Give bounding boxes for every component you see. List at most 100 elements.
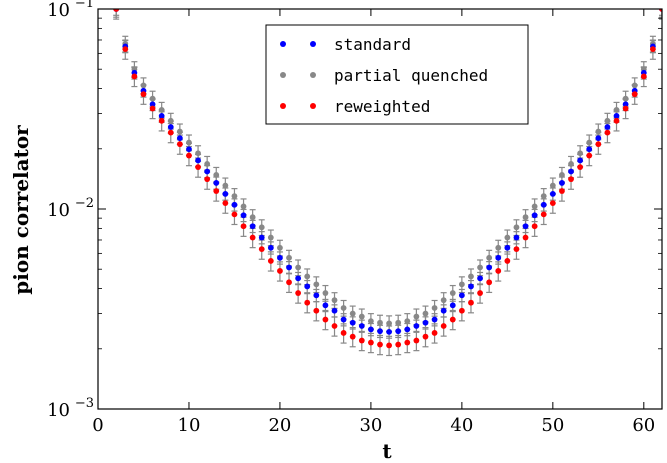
data-point-partial-quenched	[368, 318, 374, 325]
data-point-standard	[213, 180, 220, 186]
data-point-reweighted	[377, 341, 383, 348]
data-point-standard	[258, 234, 265, 241]
data-point-standard	[458, 292, 465, 299]
data-point-partial-quenched	[249, 214, 256, 221]
data-point-partial-quenched	[468, 273, 474, 280]
data-point-reweighted	[413, 337, 420, 344]
data-point-partial-quenched	[631, 82, 638, 89]
data-point-partial-quenched	[549, 182, 556, 189]
data-point-standard	[167, 124, 174, 130]
legend-marker-partial-quenched	[280, 72, 286, 78]
data-point-standard	[195, 157, 201, 164]
data-point-partial-quenched	[331, 297, 338, 304]
data-point-reweighted	[277, 268, 283, 274]
data-point-reweighted	[422, 333, 429, 340]
data-point-standard	[368, 326, 374, 333]
data-point-reweighted	[368, 339, 374, 346]
data-point-partial-quenched	[340, 305, 347, 311]
data-point-standard	[358, 323, 365, 329]
data-point-reweighted	[449, 316, 456, 323]
legend-box	[265, 24, 529, 125]
data-point-partial-quenched	[349, 310, 356, 317]
data-point-partial-quenched	[195, 150, 201, 157]
data-point-standard	[549, 190, 556, 197]
data-point-partial-quenched	[258, 224, 265, 231]
x-tick-label: 40	[450, 415, 473, 436]
data-point-standard	[586, 146, 593, 153]
data-point-standard	[540, 201, 547, 208]
data-point-standard	[277, 254, 283, 261]
x-tick-label: 0	[92, 415, 103, 436]
data-point-partial-quenched	[613, 106, 620, 113]
data-point-reweighted	[386, 342, 392, 349]
data-point-standard	[331, 307, 338, 314]
data-point-standard	[559, 180, 565, 186]
data-point-partial-quenched	[358, 313, 365, 320]
data-point-partial-quenched	[504, 234, 511, 241]
data-point-partial-quenched	[240, 203, 247, 210]
data-point-reweighted	[395, 341, 402, 348]
error-bar-standard	[659, 9, 662, 16]
data-point-standard	[176, 135, 183, 142]
data-point-partial-quenched	[149, 95, 156, 102]
data-point-standard	[613, 113, 620, 119]
data-point-partial-quenched	[513, 224, 520, 231]
data-point-reweighted	[613, 117, 620, 124]
data-point-partial-quenched	[158, 106, 165, 113]
x-tick-labels: 0 10 20 30 40 50 60	[92, 415, 655, 436]
data-point-standard	[286, 264, 292, 271]
data-point-reweighted	[595, 141, 602, 148]
data-point-standard	[395, 328, 402, 335]
data-point-standard	[267, 244, 274, 251]
data-point-reweighted	[549, 200, 556, 207]
error-bar-reweighted	[659, 9, 662, 20]
data-point-reweighted	[167, 129, 174, 136]
data-point-standard	[568, 168, 574, 175]
data-point-standard	[340, 316, 347, 323]
data-point-standard	[495, 254, 502, 261]
y-axis-label: pion correlator	[9, 125, 33, 295]
data-point-partial-quenched	[449, 290, 456, 296]
data-point-reweighted	[631, 91, 638, 98]
legend-label-standard: standard	[334, 35, 411, 54]
data-point-partial-quenched	[531, 203, 538, 210]
data-point-standard	[222, 190, 229, 197]
data-point-reweighted	[186, 152, 192, 159]
data-point-reweighted	[322, 316, 329, 323]
data-point-standard	[158, 113, 165, 119]
data-point-partial-quenched	[413, 313, 420, 320]
data-point-reweighted	[458, 307, 465, 314]
y-tick-label-exponent: −1	[75, 0, 94, 11]
y-tick-label-exponent: −3	[75, 396, 94, 411]
data-points	[113, 9, 662, 349]
data-point-reweighted	[267, 258, 274, 264]
legend-label-partial-quenched: partial quenched	[334, 66, 488, 85]
data-point-partial-quenched	[477, 264, 483, 271]
data-point-standard	[377, 328, 383, 335]
data-point-reweighted	[295, 290, 302, 296]
data-point-partial-quenched	[213, 172, 220, 178]
data-point-reweighted	[176, 141, 183, 148]
legend: standard partial quenched reweighted	[265, 24, 529, 125]
data-point-partial-quenched	[176, 128, 183, 135]
data-point-reweighted	[222, 200, 229, 207]
data-point-partial-quenched	[204, 161, 211, 167]
y-tick-label: 10	[47, 0, 70, 21]
data-point-reweighted	[231, 211, 238, 218]
data-point-reweighted	[604, 129, 611, 136]
data-point-partial-quenched	[440, 297, 447, 304]
data-point-reweighted	[468, 299, 474, 306]
data-point-standard	[149, 101, 156, 108]
data-point-reweighted	[313, 307, 320, 314]
data-point-standard	[577, 157, 584, 164]
data-point-partial-quenched	[395, 319, 402, 326]
data-point-standard	[349, 319, 356, 326]
legend-marker-partial-quenched	[310, 72, 316, 78]
data-point-partial-quenched	[595, 128, 602, 135]
data-point-reweighted	[249, 234, 256, 241]
data-point-reweighted	[622, 105, 629, 112]
data-point-standard	[295, 275, 302, 282]
data-point-reweighted	[531, 223, 538, 230]
data-point-partial-quenched	[422, 310, 429, 317]
data-point-partial-quenched	[267, 234, 274, 241]
